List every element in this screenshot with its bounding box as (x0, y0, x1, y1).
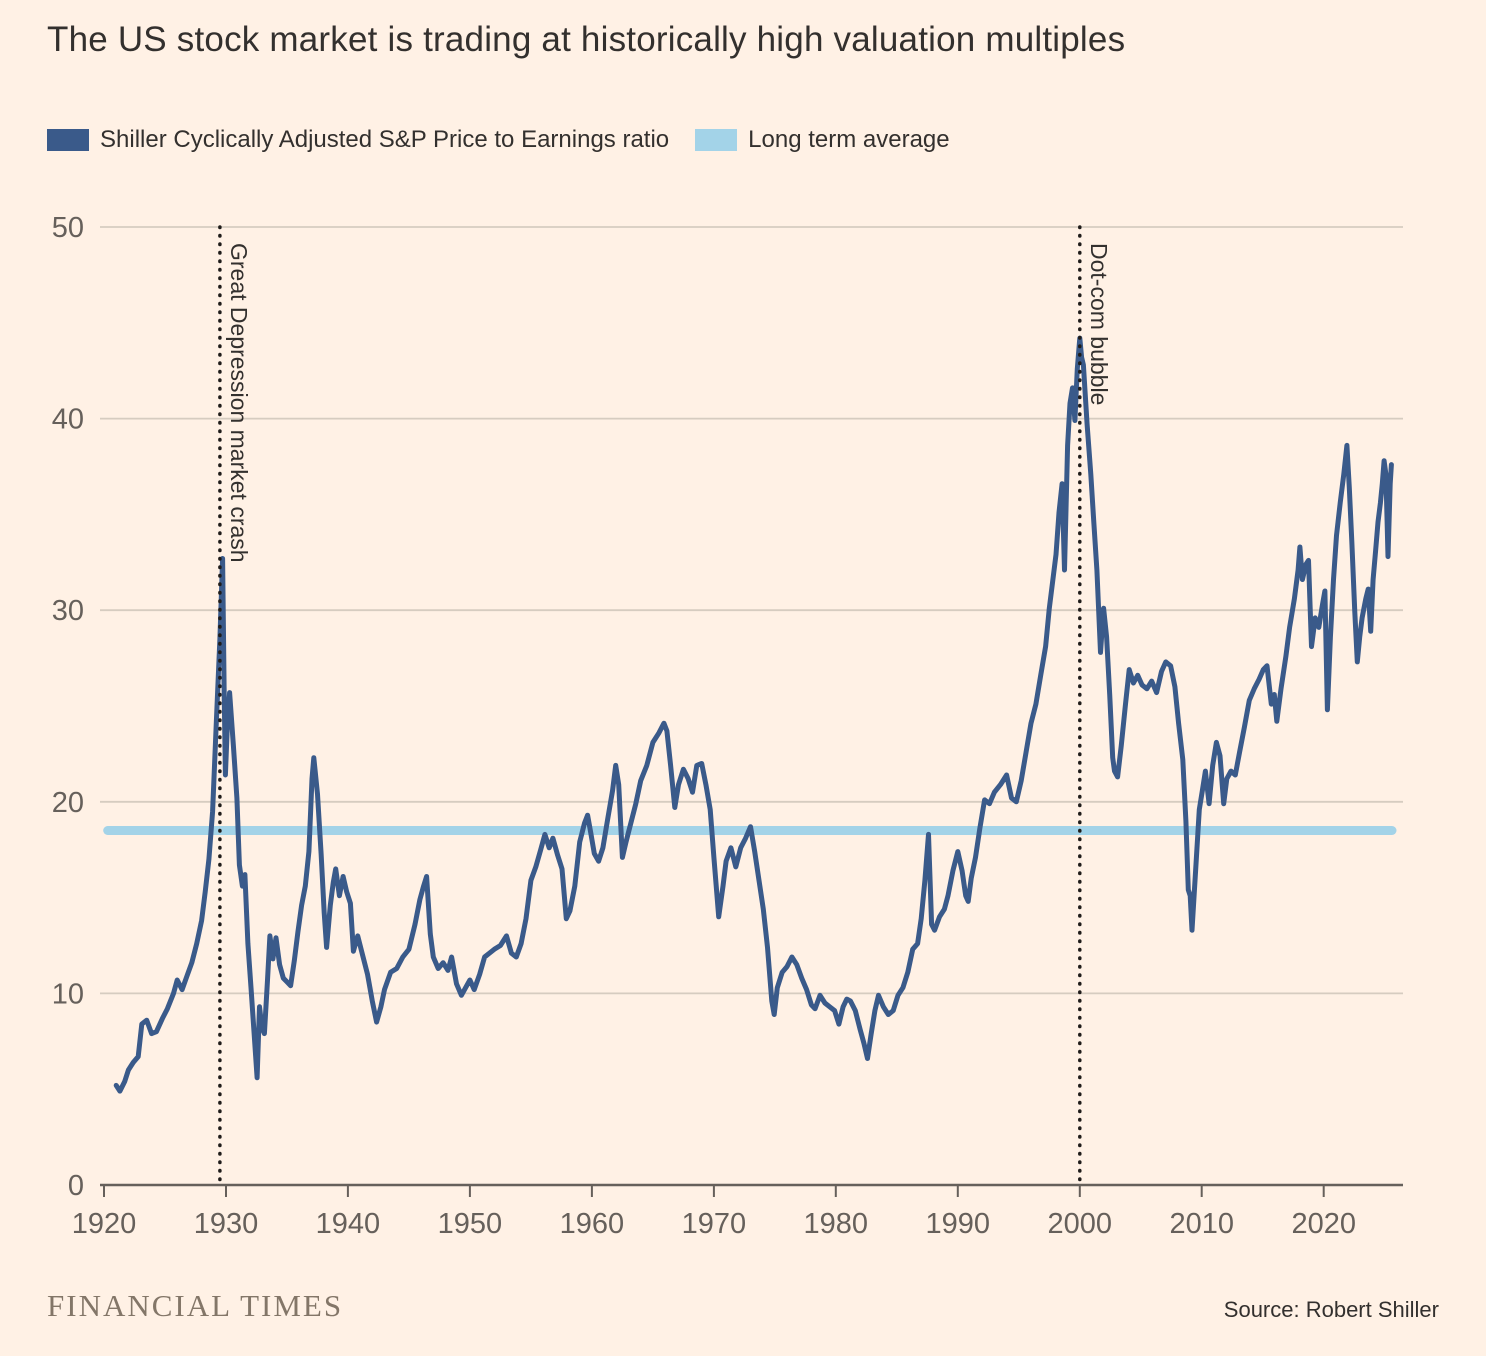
legend-swatch-cape (47, 129, 89, 151)
legend-item-average: Long term average (695, 126, 950, 154)
legend: Shiller Cyclically Adjusted S&P Price to… (47, 126, 976, 154)
x-tick-label: 1920 (72, 1208, 137, 1240)
x-tick-label: 2000 (1048, 1208, 1113, 1240)
chart-title: The US stock market is trading at histor… (47, 20, 1126, 59)
source-credit: Source: Robert Shiller (1223, 1297, 1439, 1322)
y-tick-label: 50 (52, 212, 84, 244)
legend-label-cape: Shiller Cyclically Adjusted S&P Price to… (100, 126, 670, 153)
x-tick-label: 1980 (804, 1208, 869, 1240)
x-tick-label: 1940 (316, 1208, 381, 1240)
event-label: Dot-com bubble (1086, 243, 1112, 405)
y-tick-label: 0 (68, 1170, 84, 1202)
x-tick-label: 1960 (560, 1208, 625, 1240)
legend-swatch-average (695, 129, 738, 151)
legend-label-average: Long term average (748, 126, 950, 153)
cape-series-line (113, 335, 1394, 1094)
x-tick-label: 1970 (682, 1208, 747, 1240)
x-tick-label: 1930 (194, 1208, 259, 1240)
legend-item-cape: Shiller Cyclically Adjusted S&P Price to… (47, 126, 669, 154)
x-tick-label: 2010 (1169, 1208, 1234, 1240)
x-tick-label: 1950 (438, 1208, 503, 1240)
x-tick-label: 1990 (926, 1208, 991, 1240)
y-tick-label: 20 (52, 787, 84, 819)
x-tick-label: 2020 (1291, 1208, 1356, 1240)
y-tick-label: 40 (52, 404, 84, 436)
financial-times-logo: FINANCIAL TIMES (47, 1288, 344, 1323)
event-label: Great Depression market crash (226, 243, 252, 563)
y-tick-label: 30 (52, 595, 84, 627)
y-tick-label: 10 (52, 978, 84, 1010)
